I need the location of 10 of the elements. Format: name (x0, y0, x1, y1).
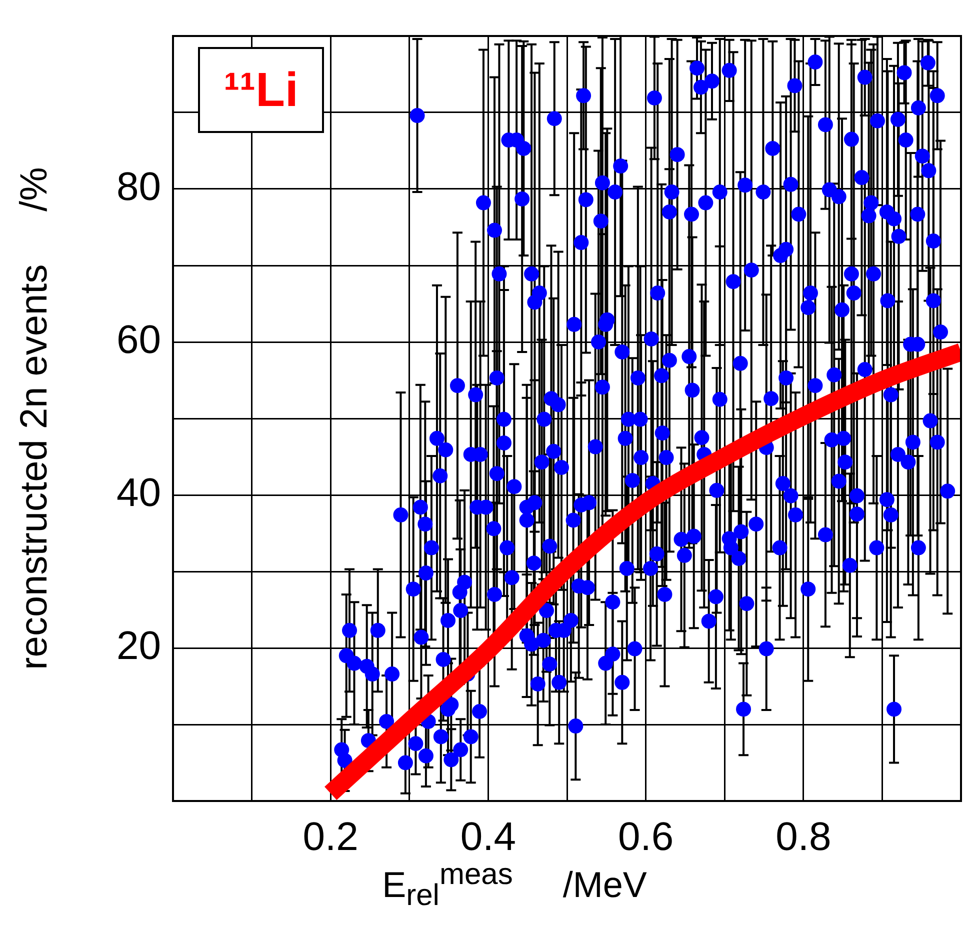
y-axis-title: reconstructed 2n events /% (13, 167, 56, 670)
y-tick-label: 60 (116, 318, 161, 362)
x-tick-label: 0.4 (460, 815, 516, 860)
y-tick-label: 20 (116, 624, 161, 668)
x-tick-label: 0.6 (618, 815, 674, 860)
y-tick-label: 40 (116, 471, 161, 516)
y-tick-label: 80 (116, 165, 161, 210)
x-tick-label: 0.2 (302, 815, 358, 860)
x-tick-label: 0.8 (776, 815, 832, 860)
annotation: ¹¹Li (198, 47, 324, 133)
